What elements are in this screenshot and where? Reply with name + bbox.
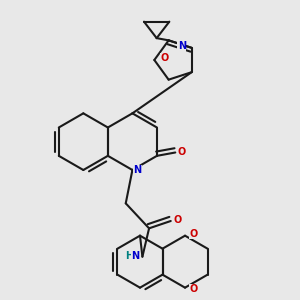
Text: N: N xyxy=(178,41,186,51)
Text: O: O xyxy=(189,284,197,294)
Text: O: O xyxy=(178,147,186,157)
Text: H: H xyxy=(125,251,133,261)
Text: N: N xyxy=(133,165,142,175)
Text: O: O xyxy=(189,229,197,239)
Text: O: O xyxy=(160,53,169,63)
Text: O: O xyxy=(174,215,182,225)
Text: N: N xyxy=(131,251,139,261)
